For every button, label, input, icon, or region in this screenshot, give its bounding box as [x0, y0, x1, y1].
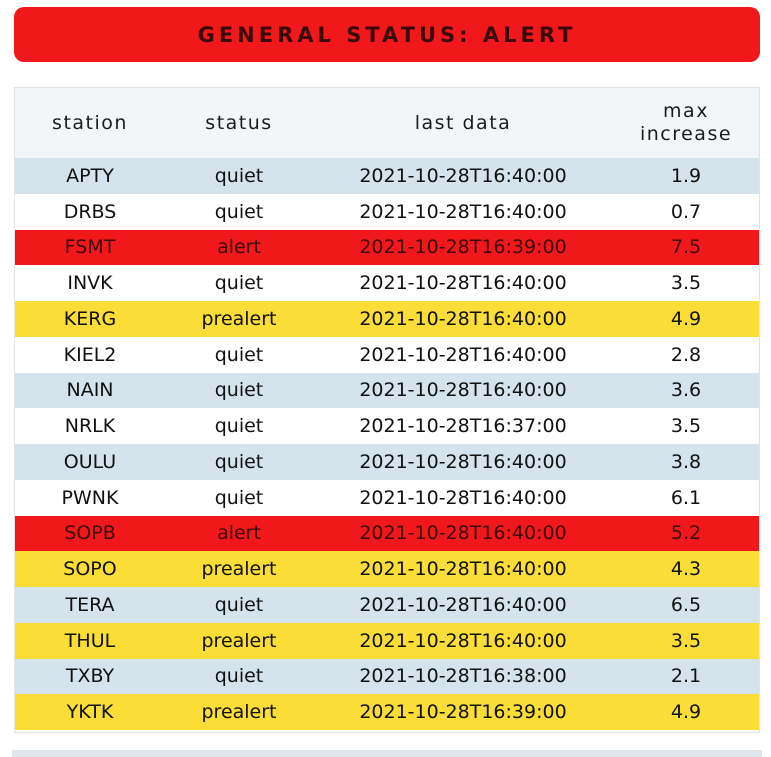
cell-status: prealert	[201, 307, 277, 330]
cell-last-data: 2021-10-28T16:40:00	[359, 629, 567, 652]
cell-station: TXBY	[65, 665, 115, 688]
cell-max-increase: 3.5	[670, 415, 702, 438]
cell-status: quiet	[214, 665, 264, 688]
table-row: APTY quiet 2021-10-28T16:40:00 1.9	[15, 158, 759, 194]
cell-status: quiet	[214, 450, 264, 473]
cell-station: OULU	[63, 450, 117, 473]
cell-status: quiet	[214, 415, 264, 438]
cell-station: FSMT	[64, 236, 116, 259]
table-row: DRBS quiet 2021-10-28T16:40:00 0.7	[15, 193, 759, 230]
cell-last-data: 2021-10-28T16:39:00	[359, 236, 567, 259]
cell-status: prealert	[201, 629, 277, 652]
table-row: TXBY quiet 2021-10-28T16:38:00 2.1	[15, 658, 759, 695]
cell-last-data: 2021-10-28T16:40:00	[359, 593, 567, 616]
header-status: status	[205, 111, 273, 134]
cell-status: quiet	[214, 343, 264, 366]
cell-last-data: 2021-10-28T16:40:00	[359, 272, 567, 295]
cell-station: SOPB	[64, 522, 116, 545]
cell-max-increase: 3.5	[670, 272, 702, 295]
cell-max-increase: 5.2	[670, 522, 702, 545]
cell-last-data: 2021-10-28T16:38:00	[359, 665, 567, 688]
cell-last-data: 2021-10-28T16:40:00	[359, 486, 567, 509]
table-row: INVK quiet 2021-10-28T16:40:00 3.5	[15, 265, 759, 301]
cell-status: quiet	[214, 164, 264, 187]
cell-station: SOPO	[63, 558, 117, 581]
table-row: KIEL2 quiet 2021-10-28T16:40:00 2.8	[15, 336, 759, 373]
cell-last-data: 2021-10-28T16:40:00	[359, 307, 567, 330]
cell-max-increase: 4.3	[670, 558, 702, 581]
table-row: FSMT alert 2021-10-28T16:39:00 7.5	[15, 229, 759, 266]
header-station: station	[52, 111, 128, 134]
cell-max-increase: 1.9	[670, 164, 702, 187]
cell-max-increase: 2.1	[670, 665, 702, 688]
cell-max-increase: 4.9	[670, 307, 702, 330]
cell-station: NRLK	[64, 415, 116, 438]
station-status-table: station status last data max increase AP…	[15, 88, 759, 730]
cell-status: prealert	[201, 558, 277, 581]
cell-status: alert	[217, 236, 261, 259]
cell-last-data: 2021-10-28T16:40:00	[359, 522, 567, 545]
cell-max-increase: 2.8	[670, 343, 702, 366]
cell-last-data: 2021-10-28T16:40:00	[359, 343, 567, 366]
table-body: APTY quiet 2021-10-28T16:40:00 1.9 DRBS quiet…	[15, 158, 759, 730]
table-row: KERG prealert 2021-10-28T16:40:00 4.9	[15, 301, 759, 337]
table-row: THUL prealert 2021-10-28T16:40:00 3.5	[15, 622, 759, 659]
cell-last-data: 2021-10-28T16:39:00	[359, 701, 567, 724]
cell-station: YKTK	[66, 701, 114, 724]
cell-station: KERG	[63, 307, 117, 330]
cell-last-data: 2021-10-28T16:37:00	[359, 415, 567, 438]
cell-max-increase: 3.5	[670, 629, 702, 652]
cell-last-data: 2021-10-28T16:40:00	[359, 164, 567, 187]
cell-last-data: 2021-10-28T16:40:00	[359, 200, 567, 223]
table-row: TERA quiet 2021-10-28T16:40:00 6.5	[15, 587, 759, 623]
table-header-row: station status last data max increase	[15, 88, 759, 158]
bottom-panel-edge	[12, 750, 762, 757]
cell-station: TERA	[65, 593, 115, 616]
cell-max-increase: 3.6	[670, 379, 702, 402]
cell-station: PWNK	[61, 486, 119, 509]
cell-status: prealert	[201, 701, 277, 724]
table-row: PWNK quiet 2021-10-28T16:40:00 6.1	[15, 479, 759, 516]
cell-station: THUL	[64, 629, 116, 652]
header-max-increase-label: max increase	[639, 100, 733, 145]
cell-station: INVK	[67, 272, 113, 295]
general-status-text: GENERAL STATUS: ALERT	[197, 22, 577, 47]
table-row: SOPB alert 2021-10-28T16:40:00 5.2	[15, 515, 759, 552]
cell-last-data: 2021-10-28T16:40:00	[359, 379, 567, 402]
cell-max-increase: 6.5	[670, 593, 702, 616]
table-row: SOPO prealert 2021-10-28T16:40:00 4.3	[15, 551, 759, 587]
table-row: NAIN quiet 2021-10-28T16:40:00 3.6	[15, 372, 759, 409]
cell-status: quiet	[214, 379, 264, 402]
cell-last-data: 2021-10-28T16:40:00	[359, 558, 567, 581]
cell-max-increase: 0.7	[670, 200, 702, 223]
cell-status: quiet	[214, 200, 264, 223]
cell-max-increase: 3.8	[670, 450, 702, 473]
cell-status: quiet	[214, 486, 264, 509]
cell-max-increase: 7.5	[670, 236, 702, 259]
station-status-table-container: station status last data max increase AP…	[14, 87, 760, 733]
table-row: NRLK quiet 2021-10-28T16:37:00 3.5	[15, 408, 759, 444]
cell-station: DRBS	[63, 200, 117, 223]
header-last-data: last data	[414, 111, 512, 134]
header-max-increase: max increase	[613, 88, 759, 158]
cell-max-increase: 6.1	[670, 486, 702, 509]
cell-status: quiet	[214, 272, 264, 295]
table-row: OULU quiet 2021-10-28T16:40:00 3.8	[15, 444, 759, 480]
cell-station: KIEL2	[63, 343, 117, 366]
cell-station: APTY	[66, 164, 114, 187]
cell-max-increase: 4.9	[670, 701, 702, 724]
cell-last-data: 2021-10-28T16:40:00	[359, 450, 567, 473]
table-row: YKTK prealert 2021-10-28T16:39:00 4.9	[15, 694, 759, 730]
cell-status: quiet	[214, 593, 264, 616]
cell-station: NAIN	[66, 379, 114, 402]
general-status-banner: GENERAL STATUS: ALERT	[14, 7, 760, 62]
cell-status: alert	[217, 522, 261, 545]
